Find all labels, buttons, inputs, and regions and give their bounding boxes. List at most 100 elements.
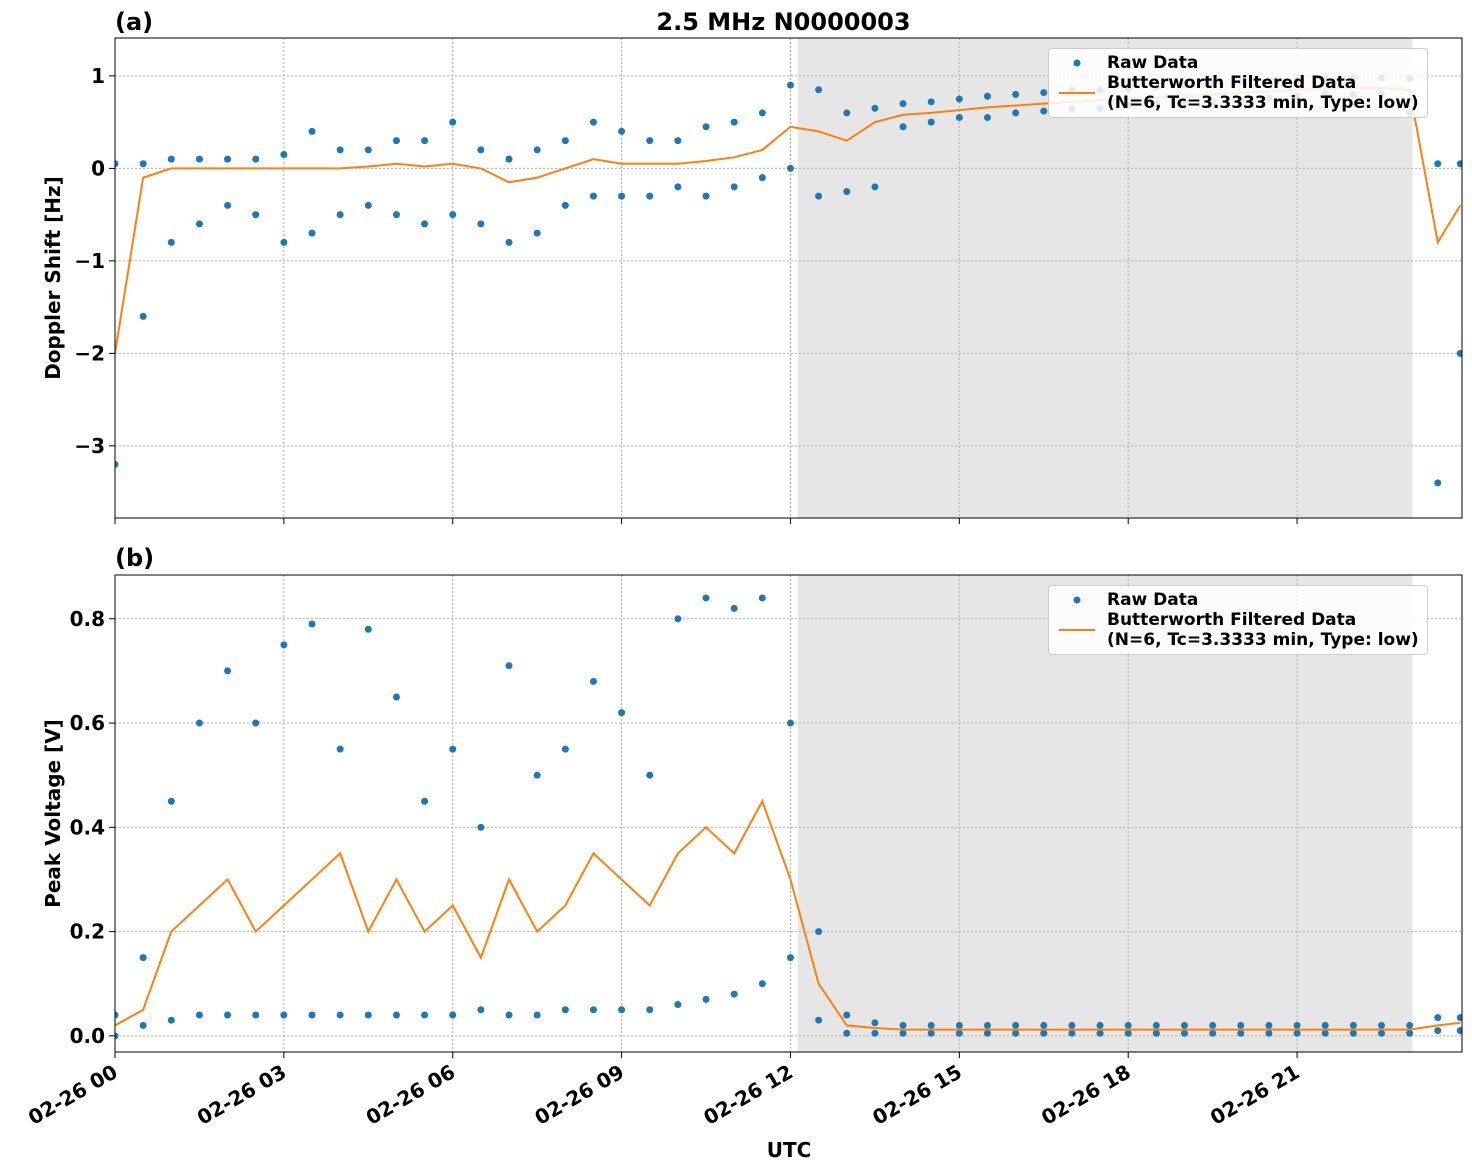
raw-point: [449, 745, 457, 753]
raw-point: [646, 1006, 654, 1014]
raw-point: [843, 188, 851, 196]
raw-point: [1434, 160, 1442, 168]
y-tick-label: 0.2: [70, 920, 105, 944]
raw-point: [1152, 1029, 1160, 1037]
raw-point: [1349, 1029, 1357, 1037]
raw-point: [1378, 1021, 1386, 1029]
x-tick-label: 02-26 21: [1206, 1060, 1304, 1130]
raw-point: [167, 1016, 175, 1024]
legend-marker: [1073, 59, 1081, 67]
raw-point: [224, 155, 232, 163]
legend-label: Butterworth Filtered Data (N=6, Tc=3.333…: [1107, 610, 1419, 650]
raw-point: [730, 990, 738, 998]
raw-point: [1321, 1021, 1329, 1029]
raw-point: [280, 238, 288, 246]
raw-point: [505, 1011, 513, 1019]
raw-point: [115, 1032, 119, 1040]
raw-point: [786, 954, 794, 962]
raw-point: [115, 1011, 119, 1019]
raw-point: [308, 127, 316, 135]
raw-point: [589, 192, 597, 200]
raw-point: [618, 127, 626, 135]
raw-point: [392, 693, 400, 701]
raw-point: [1124, 1029, 1132, 1037]
legend-marker: [1059, 92, 1095, 94]
raw-point: [1180, 1029, 1188, 1037]
raw-point: [1012, 1021, 1020, 1029]
raw-point: [224, 667, 232, 675]
raw-point: [1406, 1029, 1414, 1037]
legend-entry: Butterworth Filtered Data (N=6, Tc=3.333…: [1057, 73, 1419, 113]
raw-point: [533, 229, 541, 237]
raw-point: [421, 797, 429, 805]
raw-point: [224, 1011, 232, 1019]
raw-point: [421, 137, 429, 145]
y-tick-label: 0.0: [70, 1024, 105, 1048]
raw-point: [983, 92, 991, 100]
raw-point: [1096, 1029, 1104, 1037]
raw-point: [364, 625, 372, 633]
raw-point: [786, 164, 794, 172]
raw-point: [280, 151, 288, 159]
raw-point: [449, 211, 457, 219]
y-tick-label: 0.4: [70, 815, 105, 839]
raw-point: [392, 1011, 400, 1019]
legend-key: [1057, 53, 1097, 73]
raw-point: [983, 114, 991, 122]
panel-label: (b): [115, 544, 154, 572]
raw-point: [1456, 160, 1462, 168]
raw-point: [1293, 1029, 1301, 1037]
raw-point: [1456, 1014, 1462, 1022]
chart-title: 2.5 MHz N0000003: [656, 8, 910, 36]
raw-point: [561, 201, 569, 209]
legend-key: [1057, 83, 1097, 103]
legend-entry: Raw Data: [1057, 53, 1419, 73]
raw-point: [449, 118, 457, 126]
raw-point: [1321, 1029, 1329, 1037]
raw-point: [561, 137, 569, 145]
y-tick-label: −2: [74, 341, 105, 365]
x-axis-label: UTC: [767, 1138, 812, 1162]
x-tick-label: 02-26 15: [868, 1060, 966, 1130]
raw-point: [983, 1021, 991, 1029]
raw-point: [1040, 89, 1048, 97]
raw-point: [1293, 1021, 1301, 1029]
raw-point: [1012, 1029, 1020, 1037]
raw-point: [1040, 107, 1048, 115]
raw-point: [336, 745, 344, 753]
raw-point: [195, 719, 203, 727]
raw-point: [1265, 1029, 1273, 1037]
raw-point: [589, 677, 597, 685]
raw-point: [871, 104, 879, 112]
raw-point: [1237, 1029, 1245, 1037]
raw-point: [674, 183, 682, 191]
raw-point: [730, 118, 738, 126]
raw-point: [1434, 1014, 1442, 1022]
raw-point: [505, 662, 513, 670]
x-tick-label: 02-26 09: [531, 1060, 629, 1130]
raw-point: [1456, 1027, 1462, 1035]
raw-point: [533, 1011, 541, 1019]
raw-point: [843, 109, 851, 117]
x-tick-label: 02-26 03: [193, 1060, 291, 1130]
legend-entry: Raw Data: [1057, 590, 1419, 610]
raw-point: [336, 211, 344, 219]
raw-point: [1406, 1021, 1414, 1029]
raw-point: [899, 100, 907, 108]
raw-point: [336, 146, 344, 154]
raw-point: [702, 123, 710, 131]
raw-point: [364, 146, 372, 154]
raw-point: [561, 745, 569, 753]
raw-point: [815, 192, 823, 200]
raw-point: [364, 201, 372, 209]
raw-point: [1180, 1021, 1188, 1029]
y-tick-label: −1: [74, 249, 105, 273]
raw-point: [786, 719, 794, 727]
legend-entry: Butterworth Filtered Data (N=6, Tc=3.333…: [1057, 610, 1419, 650]
raw-point: [139, 160, 147, 168]
legend-marker: [1059, 629, 1095, 631]
raw-point: [1124, 1021, 1132, 1029]
y-tick-label: 1: [91, 64, 105, 88]
raw-point: [1068, 1021, 1076, 1029]
raw-point: [1012, 109, 1020, 117]
